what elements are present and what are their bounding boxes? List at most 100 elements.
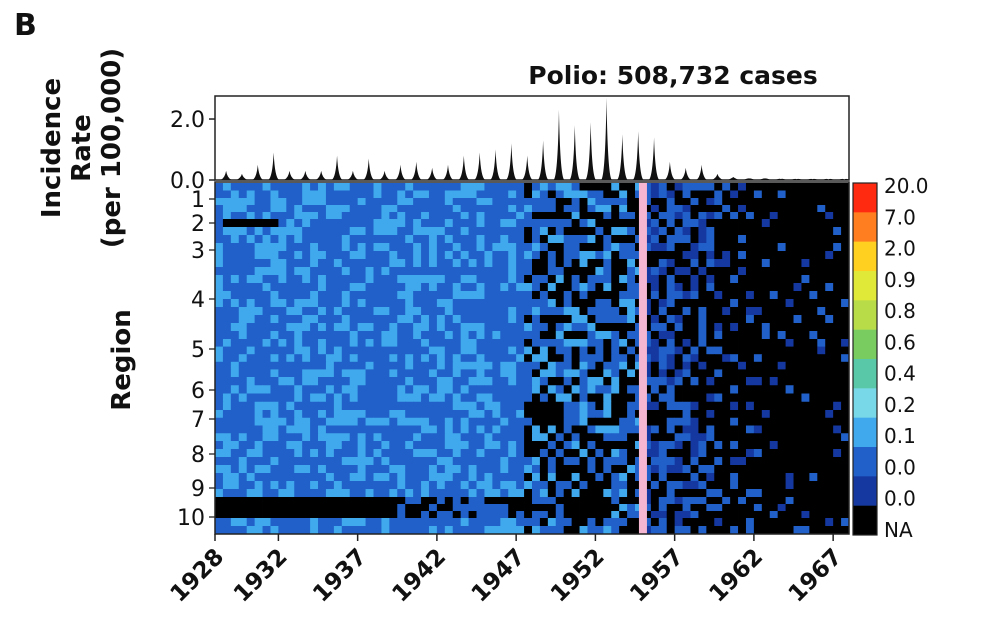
heatmap-cell xyxy=(761,291,771,300)
heatmap-cell xyxy=(753,331,763,340)
heatmap-cell xyxy=(373,227,382,236)
heatmap-cell xyxy=(516,481,525,490)
heatmap-cell xyxy=(801,307,810,316)
heatmap-cell xyxy=(532,393,541,403)
heatmap-cell xyxy=(302,441,311,450)
heatmap-cell xyxy=(476,504,485,512)
heatmap-cell xyxy=(547,259,557,268)
heatmap-cell xyxy=(539,227,549,236)
heatmap-cell xyxy=(579,465,588,474)
heatmap-cell xyxy=(381,190,390,199)
heatmap-cell xyxy=(310,361,319,370)
heatmap-cell xyxy=(571,339,580,347)
heatmap-cell xyxy=(682,473,691,482)
heatmap-cell xyxy=(690,385,699,394)
heatmap-cell xyxy=(262,323,271,332)
heatmap-cell xyxy=(603,457,612,466)
heatmap-cell xyxy=(302,526,311,535)
heatmap-cell xyxy=(642,299,652,308)
heatmap-cell xyxy=(516,410,525,419)
heatmap-cell xyxy=(611,354,620,363)
heatmap-cell xyxy=(254,465,263,474)
heatmap-cell xyxy=(571,369,580,378)
heatmap-cell xyxy=(500,511,509,519)
heatmap-cell xyxy=(381,243,390,252)
heatmap-cell xyxy=(603,267,612,276)
heatmap-cell xyxy=(492,441,501,450)
heatmap-cell xyxy=(254,227,263,236)
heatmap-cell xyxy=(484,307,493,316)
heatmap-cell xyxy=(500,299,509,308)
heatmap-cell xyxy=(595,219,604,228)
heatmap-cell xyxy=(397,251,406,260)
heatmap-cell xyxy=(809,417,818,426)
heatmap-cell xyxy=(579,449,588,458)
incidence-peak xyxy=(220,170,232,180)
heatmap-cell xyxy=(666,243,676,252)
heatmap-cell xyxy=(405,425,414,434)
heatmap-cell xyxy=(246,205,256,213)
heatmap-cell xyxy=(254,346,263,355)
heatmap-cell xyxy=(405,449,414,458)
heatmap-cell xyxy=(753,198,763,206)
heatmap-cell xyxy=(215,259,224,268)
heatmap-cell xyxy=(730,361,739,370)
heatmap-cell xyxy=(310,526,319,535)
heatmap-cell xyxy=(460,198,469,206)
heatmap-cell xyxy=(286,235,295,244)
heatmap-cell xyxy=(278,433,287,442)
heatmap-cell xyxy=(397,449,406,458)
heatmap-cell xyxy=(381,489,390,498)
heatmap-cell xyxy=(436,481,446,490)
heatmap-cell xyxy=(270,393,279,403)
heatmap-cell xyxy=(357,354,366,363)
heatmap-cell xyxy=(627,267,636,276)
heatmap-cell xyxy=(262,299,271,308)
heatmap-cell xyxy=(397,441,406,450)
heatmap-cell xyxy=(730,219,739,228)
heatmap-cell xyxy=(722,417,731,426)
heatmap-cell xyxy=(254,251,263,260)
heatmap-cell xyxy=(841,307,850,316)
heatmap-cell xyxy=(222,401,232,411)
heatmap-cell xyxy=(246,283,256,292)
heatmap-cell xyxy=(722,410,731,419)
heatmap-cell xyxy=(262,511,271,519)
heatmap-cell xyxy=(730,346,739,355)
heatmap-cell xyxy=(500,283,509,292)
heatmap-cell xyxy=(500,410,509,419)
heatmap-cell xyxy=(841,511,850,519)
heatmap-cell xyxy=(722,198,731,206)
heatmap-cell xyxy=(230,441,240,450)
heatmap-cell xyxy=(603,425,612,434)
heatmap-cell xyxy=(555,227,565,236)
heatmap-cell xyxy=(825,267,834,276)
heatmap-cell xyxy=(468,361,477,370)
heatmap-cell xyxy=(579,504,588,512)
heatmap-cell xyxy=(658,481,668,490)
incidence-peak xyxy=(648,137,660,180)
heatmap-cell xyxy=(325,410,335,419)
heatmap-cell xyxy=(349,315,359,324)
heatmap-cell xyxy=(349,323,359,332)
heatmap-cell xyxy=(547,219,557,228)
heatmap-cell xyxy=(389,441,398,450)
heatmap-cell xyxy=(444,243,454,252)
heatmap-cell xyxy=(389,465,398,474)
heatmap-cell xyxy=(341,465,351,474)
heatmap-cell xyxy=(793,315,802,324)
heatmap-cell xyxy=(833,425,842,434)
heatmap-cell xyxy=(428,449,438,458)
heatmap-cell xyxy=(563,315,573,324)
heatmap-cell xyxy=(595,227,604,236)
heatmap-cell xyxy=(603,219,612,228)
heatmap-cell xyxy=(341,417,351,426)
heatmap-cell xyxy=(674,235,683,244)
heatmap-cell xyxy=(325,518,335,527)
heatmap-cell xyxy=(516,526,525,535)
heatmap-cell xyxy=(666,433,676,442)
heatmap-cell xyxy=(769,183,779,191)
heatmap-cell xyxy=(460,433,469,442)
heatmap-cell xyxy=(484,235,493,244)
heatmap-cell xyxy=(738,339,747,347)
